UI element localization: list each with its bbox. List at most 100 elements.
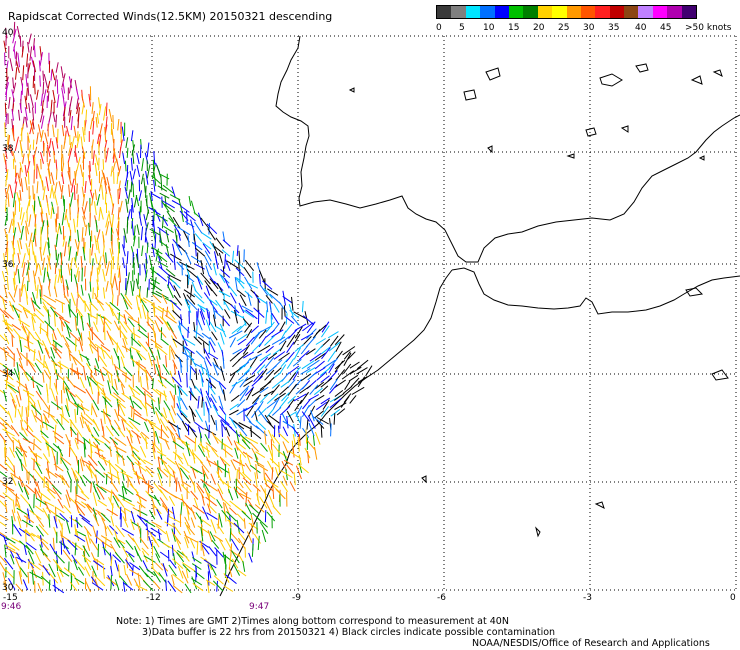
wind-barb bbox=[17, 386, 22, 401]
wind-barb bbox=[164, 439, 170, 450]
legend-swatch bbox=[437, 6, 452, 18]
wind-barb bbox=[116, 228, 120, 241]
wind-barb bbox=[143, 555, 156, 563]
wind-barb bbox=[270, 314, 273, 327]
wind-barb bbox=[82, 193, 86, 207]
wind-barb bbox=[249, 464, 261, 474]
wind-barb bbox=[18, 571, 23, 585]
wind-barb bbox=[264, 335, 275, 346]
wind-barb bbox=[278, 335, 291, 345]
wind-barb bbox=[18, 319, 30, 328]
wind-barb bbox=[29, 120, 34, 135]
wind-barb bbox=[116, 171, 119, 185]
wind-barb bbox=[23, 419, 34, 433]
wind-barb bbox=[106, 508, 118, 517]
wind-barb bbox=[6, 346, 15, 356]
wind-barb bbox=[195, 567, 197, 583]
wind-barb bbox=[341, 370, 355, 380]
wind-barb bbox=[182, 293, 189, 306]
wind-barb bbox=[316, 371, 327, 381]
wind-barb bbox=[87, 337, 97, 349]
wind-barb bbox=[306, 419, 309, 430]
island-fragment bbox=[535, 526, 541, 538]
wind-barb bbox=[299, 385, 311, 394]
wind-barb bbox=[81, 206, 86, 220]
wind-barb bbox=[58, 181, 62, 192]
wind-barb bbox=[135, 362, 148, 374]
wind-barb bbox=[141, 304, 147, 320]
wind-barb bbox=[102, 287, 106, 299]
wind-barb bbox=[234, 276, 238, 291]
wind-barb bbox=[92, 150, 95, 166]
wind-barb bbox=[85, 536, 91, 551]
wind-barb bbox=[35, 525, 45, 537]
wind-barb bbox=[164, 195, 167, 207]
wind-barb bbox=[17, 516, 22, 529]
wind-barb bbox=[173, 553, 176, 565]
island-fragment bbox=[485, 67, 501, 81]
wind-barb bbox=[219, 323, 227, 338]
wind-barb bbox=[271, 467, 274, 480]
wind-barb bbox=[255, 451, 266, 459]
wind-barb bbox=[0, 494, 6, 499]
wind-barb bbox=[334, 390, 344, 397]
wind-barb bbox=[278, 461, 281, 473]
wind-barb bbox=[135, 350, 147, 361]
wind-barb bbox=[83, 201, 88, 215]
wind-barb bbox=[114, 437, 127, 447]
wind-barb bbox=[108, 418, 114, 431]
wind-barb bbox=[212, 362, 219, 376]
island-fragment bbox=[566, 153, 575, 159]
wind-barb bbox=[168, 217, 177, 227]
wind-barb bbox=[158, 529, 161, 541]
wind-barb bbox=[62, 549, 73, 563]
legend-label: >50 knots bbox=[685, 23, 732, 33]
wind-barb bbox=[147, 530, 149, 541]
wind-barb bbox=[108, 108, 113, 123]
wind-barb bbox=[105, 425, 114, 437]
wind-barb bbox=[272, 443, 280, 453]
wind-barb bbox=[228, 373, 236, 384]
wind-barb bbox=[28, 248, 31, 261]
wind-barb bbox=[155, 248, 159, 262]
wind-barb bbox=[279, 396, 289, 409]
wind-barb bbox=[169, 390, 175, 402]
wind-barb bbox=[241, 510, 252, 521]
legend-swatch bbox=[667, 6, 682, 18]
wind-barb bbox=[132, 150, 135, 164]
legend-label: 0 bbox=[436, 23, 442, 33]
wind-barb bbox=[263, 467, 265, 481]
wind-barb bbox=[65, 336, 78, 347]
wind-barb bbox=[138, 211, 142, 226]
wind-barb bbox=[57, 445, 64, 457]
wind-barb bbox=[207, 297, 218, 306]
wind-barb bbox=[152, 445, 156, 460]
wind-barb bbox=[80, 490, 90, 500]
wind-barb bbox=[190, 255, 202, 263]
wind-barb bbox=[131, 221, 134, 236]
wind-barb bbox=[45, 212, 50, 228]
wind-barb bbox=[287, 365, 300, 375]
wind-barb bbox=[65, 405, 71, 418]
wind-barb bbox=[117, 118, 120, 131]
wind-barb bbox=[11, 399, 17, 410]
wind-barb bbox=[243, 481, 252, 493]
wind-barb bbox=[199, 441, 205, 453]
wind-barb bbox=[76, 403, 79, 416]
lon-label: -15 bbox=[3, 593, 18, 603]
wind-barb bbox=[208, 408, 210, 423]
wind-barb bbox=[26, 53, 29, 67]
wind-barb bbox=[155, 562, 164, 571]
wind-barb bbox=[184, 299, 192, 313]
wind-barb bbox=[306, 366, 316, 374]
wind-barb bbox=[171, 531, 182, 545]
wind-barb bbox=[63, 106, 66, 121]
wind-barb bbox=[19, 444, 28, 458]
wind-barb bbox=[29, 509, 42, 520]
wind-barb bbox=[33, 349, 36, 362]
wind-barb bbox=[167, 464, 176, 474]
wind-barb bbox=[236, 513, 245, 522]
wind-barb bbox=[52, 339, 63, 348]
wind-barb bbox=[42, 453, 50, 464]
wind-barb bbox=[239, 431, 247, 445]
